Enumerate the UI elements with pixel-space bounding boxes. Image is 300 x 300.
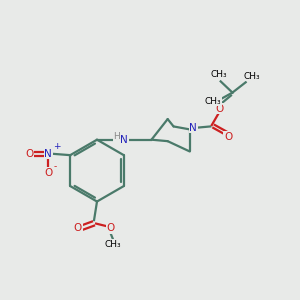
Text: N: N [189, 123, 197, 133]
Text: CH₃: CH₃ [205, 97, 222, 106]
Text: O: O [106, 223, 114, 233]
Text: N: N [44, 149, 52, 159]
Text: N: N [120, 135, 128, 145]
Text: O: O [215, 104, 223, 114]
Text: CH₃: CH₃ [243, 72, 260, 81]
Text: O: O [224, 132, 232, 142]
Text: O: O [44, 168, 52, 178]
Text: CH₃: CH₃ [105, 240, 122, 249]
Text: +: + [52, 142, 60, 151]
Text: CH₃: CH₃ [211, 70, 227, 79]
Text: O: O [25, 149, 33, 159]
Text: H: H [113, 132, 120, 141]
Text: O: O [74, 223, 82, 233]
Text: -: - [54, 162, 57, 171]
